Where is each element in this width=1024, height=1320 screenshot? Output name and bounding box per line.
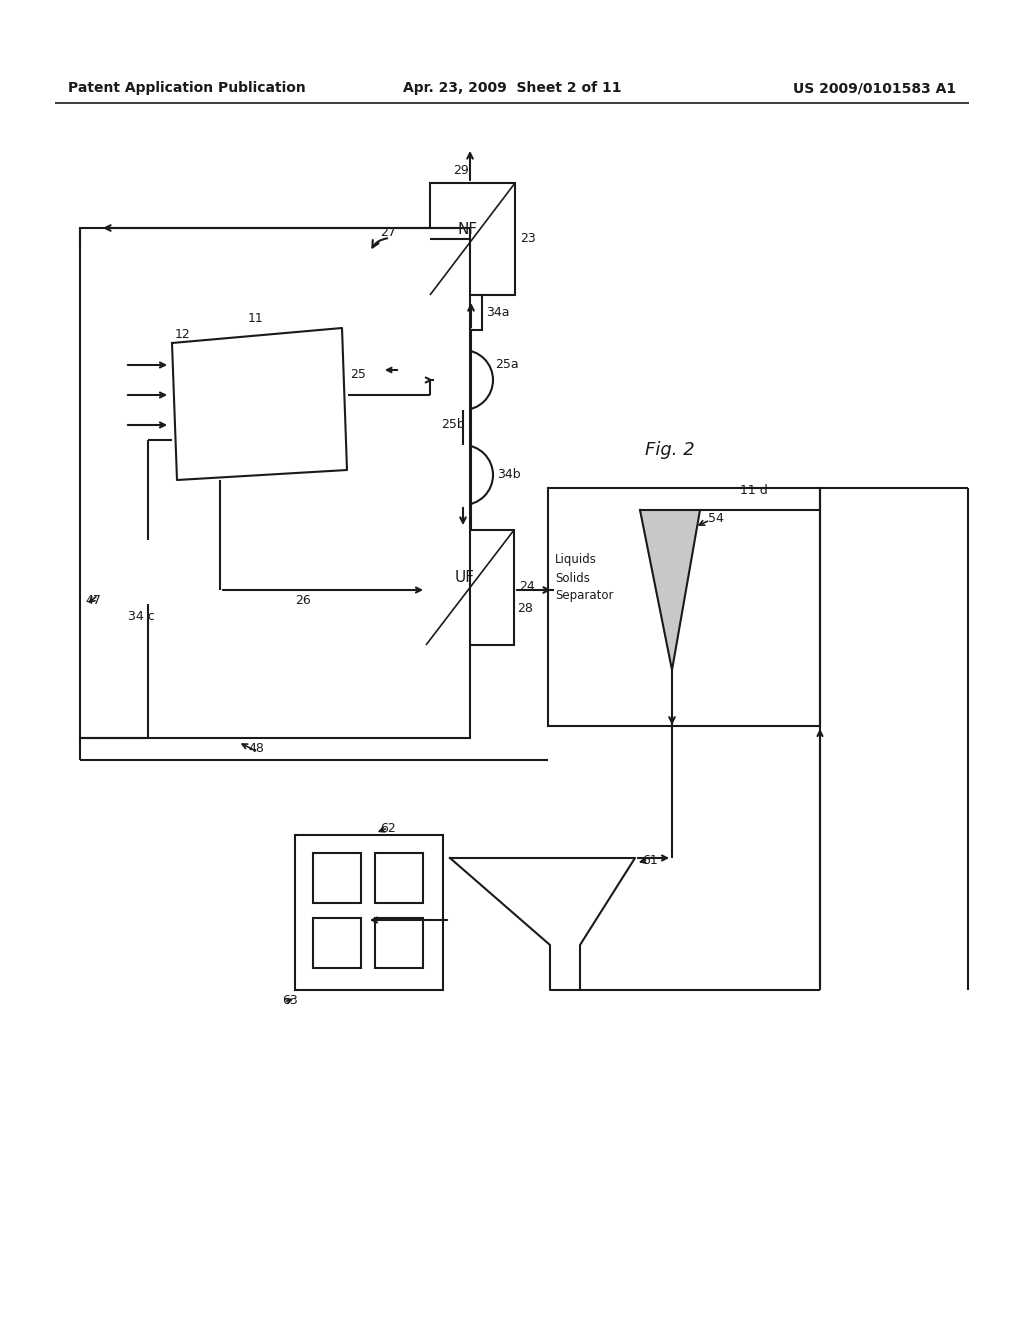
- Text: Solids: Solids: [555, 572, 590, 585]
- Bar: [426, 531, 514, 645]
- Text: 34a: 34a: [486, 305, 510, 318]
- Text: 12: 12: [175, 327, 190, 341]
- Circle shape: [185, 356, 207, 378]
- Circle shape: [285, 356, 307, 378]
- Bar: [548, 488, 820, 726]
- Circle shape: [224, 378, 246, 400]
- Text: 34b: 34b: [497, 469, 520, 482]
- Text: 54: 54: [708, 511, 724, 524]
- Bar: [313, 917, 361, 968]
- Text: 25: 25: [350, 368, 366, 381]
- Circle shape: [249, 378, 271, 400]
- Bar: [295, 836, 443, 990]
- Circle shape: [264, 444, 286, 466]
- Circle shape: [210, 400, 232, 422]
- Circle shape: [202, 422, 224, 444]
- Bar: [460, 294, 482, 330]
- Circle shape: [174, 334, 196, 356]
- Circle shape: [199, 334, 221, 356]
- Bar: [80, 228, 470, 738]
- Text: 63: 63: [282, 994, 298, 1006]
- Circle shape: [199, 378, 221, 400]
- Text: Apr. 23, 2009  Sheet 2 of 11: Apr. 23, 2009 Sheet 2 of 11: [402, 81, 622, 95]
- Bar: [375, 853, 423, 903]
- Circle shape: [310, 356, 332, 378]
- Circle shape: [227, 422, 249, 444]
- Circle shape: [433, 445, 493, 506]
- Text: UF: UF: [455, 569, 475, 585]
- Circle shape: [278, 422, 299, 444]
- Text: 61: 61: [642, 854, 657, 866]
- Circle shape: [274, 378, 296, 400]
- Circle shape: [177, 422, 199, 444]
- Circle shape: [260, 400, 282, 422]
- Text: 28: 28: [517, 602, 532, 615]
- Bar: [313, 853, 361, 903]
- Text: Patent Application Publication: Patent Application Publication: [68, 81, 306, 95]
- Circle shape: [252, 422, 274, 444]
- Text: 25a: 25a: [495, 359, 518, 371]
- Circle shape: [189, 444, 211, 466]
- Text: 11 d: 11 d: [740, 483, 768, 496]
- Circle shape: [185, 400, 207, 422]
- Circle shape: [249, 334, 271, 356]
- Text: US 2009/0101583 A1: US 2009/0101583 A1: [793, 81, 956, 95]
- Polygon shape: [640, 510, 700, 671]
- Circle shape: [299, 334, 321, 356]
- Circle shape: [299, 378, 321, 400]
- Circle shape: [214, 444, 236, 466]
- Circle shape: [174, 378, 196, 400]
- Circle shape: [274, 334, 296, 356]
- Text: Fig. 2: Fig. 2: [645, 441, 694, 459]
- Text: 34 c: 34 c: [128, 610, 155, 623]
- Text: 62: 62: [380, 821, 395, 834]
- Circle shape: [260, 356, 282, 378]
- Text: 26: 26: [295, 594, 310, 606]
- Bar: [430, 183, 515, 294]
- Circle shape: [116, 540, 180, 605]
- Text: Liquids: Liquids: [555, 553, 597, 566]
- Text: 23: 23: [520, 232, 536, 246]
- Text: 29: 29: [453, 165, 469, 177]
- Text: 27: 27: [380, 226, 396, 239]
- Circle shape: [433, 350, 493, 411]
- Circle shape: [239, 444, 261, 466]
- Text: 25b: 25b: [441, 418, 465, 432]
- Circle shape: [234, 356, 257, 378]
- Text: 24: 24: [519, 581, 535, 594]
- Bar: [375, 917, 423, 968]
- Text: Separator: Separator: [555, 590, 613, 602]
- Text: 11: 11: [248, 312, 264, 325]
- Circle shape: [234, 400, 257, 422]
- Text: 47: 47: [85, 594, 101, 606]
- Circle shape: [224, 334, 246, 356]
- Circle shape: [210, 356, 232, 378]
- Text: NF: NF: [458, 222, 478, 236]
- Circle shape: [285, 400, 307, 422]
- Text: 48: 48: [248, 742, 264, 755]
